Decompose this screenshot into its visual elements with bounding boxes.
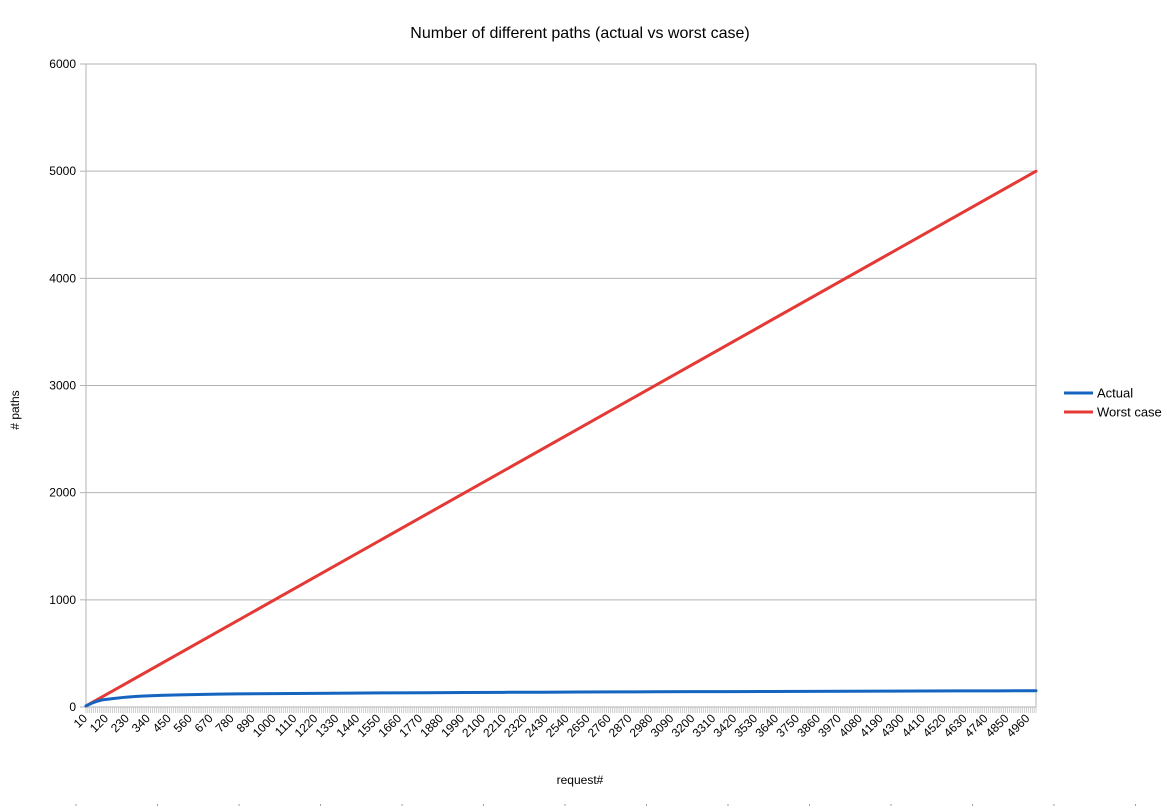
y-tick-label: 2000 <box>49 486 76 500</box>
legend-label: Actual <box>1097 386 1133 401</box>
x-tick-label: 230 <box>108 711 132 735</box>
x-tick-labels: 1012023034045056067078089010001110122013… <box>71 711 1033 740</box>
y-tick-label: 1000 <box>49 593 76 607</box>
y-tick-label: 6000 <box>49 57 76 71</box>
y-axis-label: # paths <box>8 390 22 429</box>
x-tick-label: 780 <box>213 711 237 735</box>
series-line-worst-case <box>84 169 1038 708</box>
legend-label: Worst case <box>1097 405 1162 420</box>
y-tick-label: 3000 <box>49 379 76 393</box>
x-minor-ticks <box>85 707 1037 713</box>
gridlines <box>80 63 1037 708</box>
x-tick-label: 670 <box>192 711 216 735</box>
y-tick-label: 0 <box>69 700 76 714</box>
x-axis-label: request# <box>557 773 604 787</box>
series-line-actual <box>84 689 1038 708</box>
bottom-dots <box>75 804 1136 806</box>
x-tick-label: 4960 <box>1004 711 1033 740</box>
chart-title: Number of different paths (actual vs wor… <box>410 25 749 42</box>
x-minor-ticks-path <box>85 707 1037 713</box>
x-tick-label: 450 <box>150 711 174 735</box>
x-tick-label: 560 <box>171 711 195 735</box>
y-tick-labels: 0 1000 2000 3000 4000 5000 6000 <box>49 57 76 714</box>
legend: Actual Worst case <box>1064 386 1162 420</box>
series-lines <box>84 169 1038 708</box>
x-tick-label: 340 <box>129 711 153 735</box>
y-tick-label: 4000 <box>49 271 76 285</box>
x-tick-label: 120 <box>87 711 111 735</box>
y-tick-label: 5000 <box>49 164 76 178</box>
